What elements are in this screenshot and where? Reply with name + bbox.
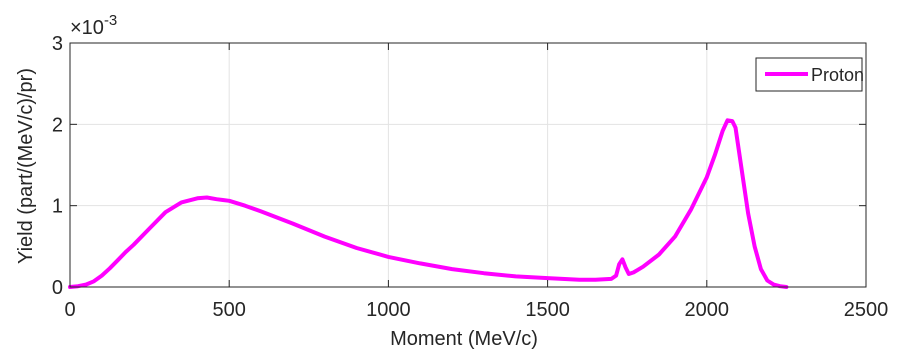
legend-label-proton: Proton bbox=[811, 65, 864, 85]
x-tick-label: 2000 bbox=[685, 299, 730, 321]
series-line-proton bbox=[68, 118, 789, 289]
x-tick-label: 1500 bbox=[525, 299, 570, 321]
series-layer bbox=[68, 118, 789, 289]
y-tick-label: 0 bbox=[52, 277, 63, 299]
legend: Proton bbox=[755, 57, 864, 92]
plot-frame bbox=[69, 42, 867, 288]
x-tick-label: 2500 bbox=[844, 299, 889, 321]
y-tick-label: 1 bbox=[52, 196, 63, 218]
x-tick-label: 500 bbox=[213, 299, 246, 321]
y-tick-label: 2 bbox=[52, 114, 63, 136]
x-tick-label: 0 bbox=[64, 299, 75, 321]
y-tick-label: 3 bbox=[52, 33, 63, 55]
exponent-label: ×10-3 bbox=[70, 12, 117, 39]
y-axis-label: Yield (part/(MeV/c)/pr) bbox=[15, 68, 37, 264]
x-tick-label: 1000 bbox=[366, 299, 411, 321]
ticks: 0 500 1000 1500 2000 2500 0 1 2 3 bbox=[52, 33, 888, 321]
x-axis-label: Moment (MeV/c) bbox=[390, 328, 538, 350]
